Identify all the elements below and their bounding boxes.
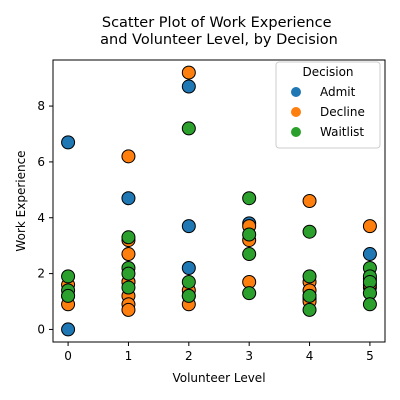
data-point-admit [61,322,76,337]
data-point-waitlist [242,227,257,242]
data-point-waitlist [61,269,76,284]
data-point-decline [121,247,136,262]
points-layer [61,65,377,337]
data-point-waitlist [181,274,196,289]
legend-marker-waitlist [291,127,301,137]
chart-title-line-2: and Volunteer Level, by Decision [100,32,338,48]
y-tick-label: 4 [37,211,45,225]
data-point-admit [181,219,196,234]
data-point-waitlist [121,230,136,245]
data-point-waitlist [242,191,257,206]
data-point-waitlist [362,297,377,312]
data-point-waitlist [181,288,196,303]
y-axis: 0 2 4 6 8 [37,99,53,336]
legend-entries: Admit Decline Waitlist [291,85,365,139]
data-point-decline [121,149,136,164]
data-point-admit [181,79,196,94]
data-point-waitlist [302,302,317,317]
data-point-waitlist [242,286,257,301]
x-tick-label: 0 [64,349,72,363]
legend: Decision Admit Decline Waitlist [275,61,381,149]
legend-label-decline: Decline [320,105,365,119]
chart-title-line-1: Scatter Plot of Work Experience [102,15,332,31]
legend-marker-admit [291,87,301,97]
legend-box [275,61,381,149]
data-point-decline [121,302,136,317]
data-point-decline [181,65,196,80]
chart-title: Scatter Plot of Work Experience and Volu… [100,15,338,48]
x-axis: 0 1 2 3 4 5 [64,342,374,363]
legend-marker-decline [291,107,301,117]
x-axis-label: Volunteer Level [172,371,265,385]
y-tick-label: 6 [37,155,45,169]
plot-frame [52,59,386,343]
y-tick-label: 8 [37,99,45,113]
data-point-decline [302,194,317,208]
x-tick-label: 3 [245,349,253,363]
data-point-admit [181,261,196,276]
y-axis-label: Work Experience [14,150,28,251]
x-tick-label: 4 [306,349,314,363]
data-point-admit [121,191,136,206]
data-point-waitlist [61,288,76,303]
legend-label-waitlist: Waitlist [320,125,364,139]
y-tick-label: 0 [37,322,45,336]
data-point-waitlist [181,121,196,136]
y-tick-label: 2 [37,267,45,281]
legend-label-admit: Admit [320,85,356,99]
data-point-waitlist [302,269,317,284]
data-point-waitlist [121,266,136,281]
data-point-waitlist [302,288,317,303]
data-point-decline [362,219,377,234]
data-point-admit [61,135,76,150]
data-point-waitlist [302,224,317,239]
data-point-waitlist [242,247,257,262]
data-point-admit [362,247,377,262]
data-point-waitlist [121,280,136,295]
x-tick-label: 1 [125,349,133,363]
legend-title: Decision [302,65,353,79]
x-tick-label: 2 [185,349,193,363]
x-tick-label: 5 [366,349,374,363]
